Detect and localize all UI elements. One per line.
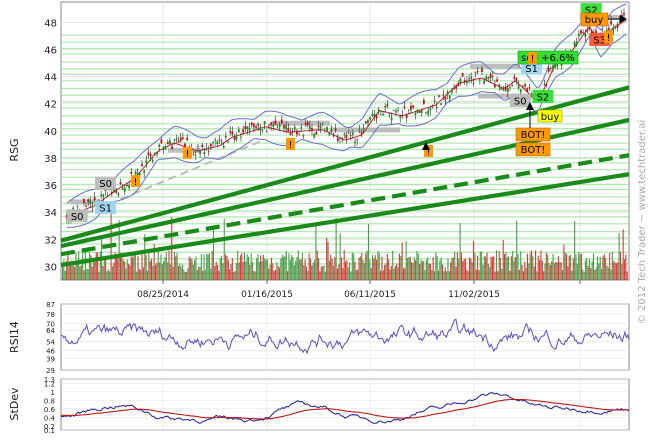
buy-annotation-top: buy: [580, 12, 627, 27]
rsi-tick-label: 46: [46, 348, 55, 356]
stdev-axis-label: StDev: [8, 387, 21, 421]
warning-icon: [604, 31, 613, 43]
level-tag: [532, 89, 554, 103]
price-tick-label: 44: [44, 73, 57, 84]
trend-line: [60, 172, 630, 268]
trend-line: [60, 153, 630, 257]
date-tick-label: 08/25/2014: [137, 290, 189, 300]
level-tag-label: S0: [99, 179, 112, 190]
bot-label: BOT!: [521, 130, 546, 141]
level-tag-label: S2: [537, 92, 550, 103]
price-tick-label: 40: [44, 127, 57, 138]
resistance-bar: [478, 93, 535, 99]
stdev-tick-label: 0.1: [44, 427, 55, 435]
rsi-tick-label: 70: [46, 320, 55, 328]
trend-line: [60, 85, 630, 243]
level-tag-label: S0: [71, 212, 84, 223]
warning-label: !: [530, 54, 534, 65]
price-tick-label: 34: [44, 208, 57, 219]
stdev-tick-label: 0.4: [44, 414, 56, 422]
date-tick-label: 01/16/2015: [241, 290, 293, 300]
rsi-line: [60, 318, 630, 355]
rsi-tick-label: 78: [46, 311, 55, 319]
stdev-tick-label: 1.2: [44, 380, 55, 388]
arrow-up-icon: [422, 142, 430, 150]
price-tick-label: 38: [44, 154, 57, 165]
bot-label: BOT!: [521, 145, 546, 156]
warning-icon: [131, 175, 140, 187]
level-tag-label: S3: [593, 35, 606, 46]
price-tick-label: 42: [44, 100, 57, 111]
level-tag-label: S2: [585, 6, 598, 17]
level-tag: [66, 209, 88, 223]
stdev-tick-label: 0.6: [44, 406, 56, 414]
arrow-up-icon: [526, 102, 534, 128]
rsi-tick-label: 64: [46, 327, 55, 335]
stdev-tick-label: 0.2: [44, 423, 55, 431]
rsi-tick-label: 87: [46, 301, 55, 309]
warning-label: !: [426, 147, 430, 158]
price-tick-label: 30: [44, 262, 57, 273]
price-tick-label: 36: [44, 181, 57, 192]
stdev-line: [60, 392, 630, 424]
level-tag: [95, 201, 117, 215]
stdev-tick-label: 1.3: [44, 376, 55, 384]
signal-annotations: sell +6.6% buy buy BOT! BOT! !!!!!!: [131, 12, 627, 188]
buy-annotation-bottom: buy: [537, 109, 563, 123]
sell-annotation: sell +6.6%: [517, 50, 579, 65]
stdev-tick-label: 0.8: [44, 397, 55, 405]
warning-label: !: [133, 177, 137, 188]
level-tag: [509, 93, 531, 107]
bollinger-upper: [66, 3, 627, 204]
date-axis: 08/25/2014 01/16/2015 06/11/2015 11/02/2…: [137, 290, 500, 300]
resistance-bar: [470, 63, 520, 69]
date-tick-label: 11/02/2015: [448, 290, 500, 300]
rsi-tick-label: 29: [46, 367, 55, 375]
warning-icon: [424, 145, 433, 157]
warning-label: !: [288, 140, 292, 151]
resistance-bar: [70, 199, 100, 205]
rsi-tick-label: 39: [46, 356, 55, 364]
warning-label: !: [185, 149, 189, 160]
stdev-panel: 0.10.20.40.60.811.21.3 StDev: [8, 376, 630, 435]
level-tag: [521, 61, 543, 75]
warning-label: !: [606, 33, 610, 44]
price-tick-label: 48: [44, 18, 57, 29]
level-tag-label: S1: [99, 204, 112, 215]
date-tick-label: 06/11/2015: [344, 290, 396, 300]
resistance-bar: [272, 120, 330, 126]
level-tag-label: S0: [514, 96, 527, 107]
price-tick-label: 32: [44, 235, 57, 246]
rsi-tick-label: 54: [46, 339, 55, 347]
level-tag-label: S1: [525, 64, 538, 75]
price-axis-label: RSG: [8, 138, 21, 161]
warning-icon: [183, 147, 192, 159]
level-tag: [95, 176, 117, 190]
bot-annotation-2: BOT!: [515, 142, 551, 157]
buy-label-bottom: buy: [541, 112, 560, 123]
sell-label: sell +6.6%: [521, 53, 575, 64]
warning-icon: [286, 138, 295, 150]
buy-label-top: buy: [585, 15, 604, 26]
price-tick-label: 46: [44, 45, 57, 56]
watermark: © 2012 Tech Trader ~ www.techtrader.ai: [637, 120, 648, 324]
warning-icon: [528, 52, 537, 64]
rsi-axis-label: RSI14: [8, 321, 21, 353]
stdev-average-line: [60, 398, 629, 420]
stdev-tick-label: 1: [51, 389, 55, 397]
bot-annotation-1: BOT!: [515, 127, 551, 142]
